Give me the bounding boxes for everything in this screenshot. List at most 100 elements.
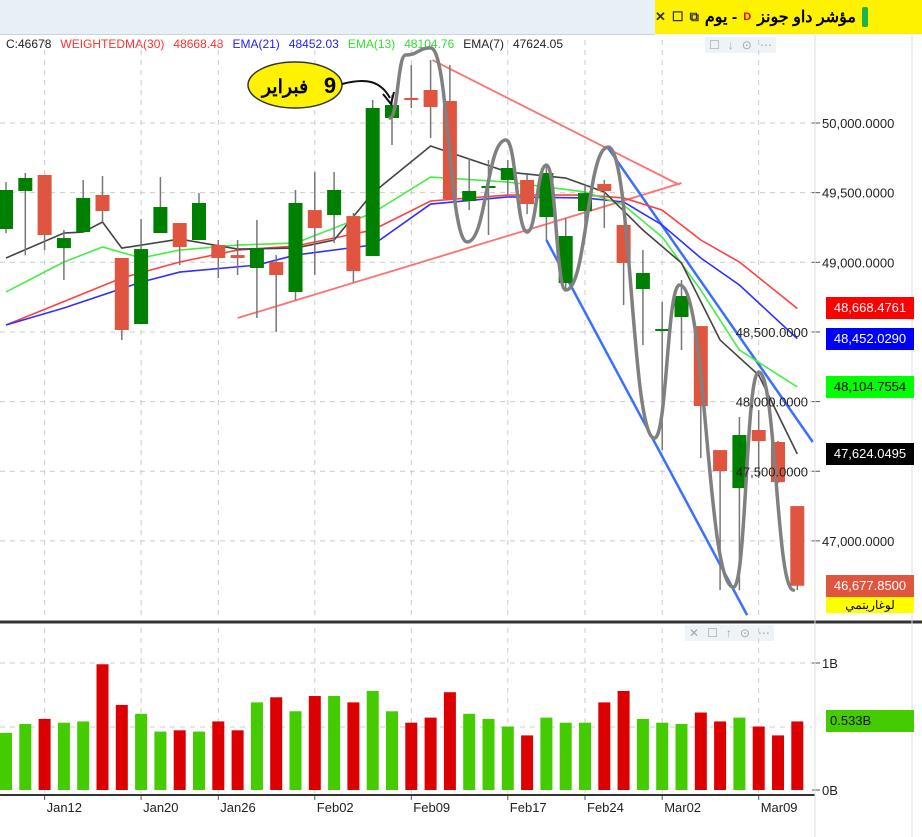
annotation-arrow bbox=[341, 80, 391, 99]
volume-bar bbox=[405, 722, 418, 790]
candle-body bbox=[404, 97, 419, 101]
y-tick-label: 49,500.0000 bbox=[822, 186, 894, 201]
volume-bar bbox=[347, 702, 360, 790]
window-title-bar: مؤشر داو جونز D - يوم ⧉ ☐ ✕ bbox=[655, 0, 922, 34]
trendline bbox=[432, 59, 680, 186]
candle-body bbox=[616, 224, 631, 263]
volume-bar bbox=[193, 731, 205, 790]
candle-body bbox=[114, 257, 129, 330]
y-tick-label: 48,000.0000 bbox=[736, 395, 808, 410]
volume-bar bbox=[443, 692, 456, 790]
vol-tick-label: 1B bbox=[822, 656, 838, 671]
volume-panel-tools: ✕ ☐ ↑ ⊙ ⋯ bbox=[685, 625, 774, 641]
candle-body bbox=[462, 190, 477, 202]
close-panel-icon[interactable]: ✕ bbox=[689, 626, 700, 640]
vol-tick-label: 0B bbox=[822, 783, 838, 798]
price-tag: 48,104.7554 bbox=[826, 376, 914, 398]
maximize-panel-icon[interactable]: ☐ bbox=[709, 38, 720, 52]
volume-bar bbox=[714, 721, 727, 790]
log-scale-toggle[interactable]: لوغاريتمي bbox=[826, 597, 914, 613]
trendline bbox=[237, 182, 682, 319]
volume-bar bbox=[636, 718, 649, 790]
volume-bar bbox=[135, 713, 148, 790]
x-tick-label: Mar02 bbox=[664, 800, 701, 815]
candle-body bbox=[558, 235, 573, 284]
volume-bar bbox=[521, 735, 534, 790]
candle-body bbox=[172, 223, 187, 247]
restore-icon[interactable]: ⧉ bbox=[689, 9, 699, 24]
maximize-panel-icon[interactable]: ☐ bbox=[707, 626, 718, 640]
volume-bar bbox=[77, 721, 90, 790]
volume-bar bbox=[173, 730, 186, 790]
candle-body bbox=[269, 262, 284, 275]
legend-ema13-value: 48104.76 bbox=[404, 37, 455, 51]
close-value: C:46678 bbox=[6, 37, 52, 51]
volume-bar bbox=[96, 664, 109, 790]
ma-line-ema13 bbox=[5, 176, 798, 388]
ma-line-weightedma30 bbox=[5, 194, 798, 326]
legend-ema13-label[interactable]: EMA(13) bbox=[347, 37, 396, 51]
volume-bar bbox=[115, 704, 128, 790]
indicator-legend: C:46678 WEIGHTEDMA(30) 48668.48 EMA(21) … bbox=[6, 37, 563, 51]
volume-bar bbox=[752, 726, 765, 790]
candle-body bbox=[423, 89, 438, 107]
y-tick-label: 47,000.0000 bbox=[822, 534, 894, 549]
volume-bar bbox=[38, 718, 51, 790]
candle-body bbox=[385, 105, 399, 118]
maximize-icon[interactable]: ☐ bbox=[671, 9, 684, 24]
legend-ema7-value: 47624.05 bbox=[512, 37, 563, 51]
price-panel-tools: ☐ ↓ ⊙ ⋯ bbox=[705, 37, 776, 53]
price-tag: 48,452.0290 bbox=[826, 327, 914, 350]
price-tag: 47,624.0495 bbox=[826, 442, 914, 465]
candle-body bbox=[520, 179, 535, 205]
candle-body bbox=[288, 202, 303, 292]
more-icon[interactable]: ⋯ bbox=[757, 626, 770, 640]
settings-icon[interactable]: ⊙ bbox=[739, 626, 750, 640]
volume-bar bbox=[772, 735, 784, 790]
move-down-icon[interactable]: ↓ bbox=[727, 38, 734, 52]
candle-body bbox=[37, 174, 52, 235]
volume-bar bbox=[501, 726, 514, 790]
ma-line-ema21 bbox=[5, 196, 798, 340]
volume-bar bbox=[733, 717, 746, 790]
volume-bar bbox=[154, 731, 167, 790]
volume-bar bbox=[366, 690, 379, 790]
volume-bar bbox=[694, 712, 707, 790]
legend-wma30-label[interactable]: WEIGHTEDMA(30) bbox=[60, 37, 165, 51]
legend-ema21-value: 48452.03 bbox=[288, 37, 339, 51]
close-icon[interactable]: ✕ bbox=[655, 9, 666, 24]
period-label[interactable]: - يوم bbox=[704, 9, 738, 26]
volume-bar bbox=[791, 721, 804, 790]
volume-bar bbox=[675, 723, 688, 790]
more-icon[interactable]: ⋯ bbox=[759, 38, 772, 52]
price-tag: 48,668.4761 bbox=[826, 297, 914, 320]
candle-body bbox=[18, 178, 33, 191]
settings-icon[interactable]: ⊙ bbox=[741, 38, 752, 52]
candle-body bbox=[578, 193, 592, 212]
legend-ema7-label[interactable]: EMA(7) bbox=[463, 37, 504, 51]
candle-body bbox=[751, 430, 766, 442]
candle-body bbox=[134, 249, 149, 325]
candle-body bbox=[211, 245, 226, 258]
move-up-icon[interactable]: ↑ bbox=[725, 626, 732, 640]
candle-body bbox=[365, 107, 380, 257]
volume-bar bbox=[19, 723, 32, 790]
volume-bar bbox=[617, 690, 630, 790]
volume-bar bbox=[289, 711, 302, 790]
candle-body bbox=[693, 326, 708, 407]
drawn-wave-annotation bbox=[388, 46, 796, 592]
candle-body bbox=[95, 195, 110, 212]
trendline bbox=[545, 239, 749, 616]
volume-bar bbox=[270, 697, 283, 790]
y-tick-label: 47,500.0000 bbox=[736, 464, 808, 479]
window-title: مؤشر داو جونز bbox=[757, 9, 856, 26]
volume-bar bbox=[0, 732, 12, 790]
candle-body bbox=[307, 210, 322, 229]
volume-bar bbox=[579, 722, 591, 790]
candle-body bbox=[539, 173, 554, 218]
volume-bar bbox=[308, 696, 321, 790]
legend-ema21-label[interactable]: EMA(21) bbox=[232, 37, 280, 51]
x-tick-label: Jan20 bbox=[143, 800, 178, 815]
volume-bar bbox=[231, 730, 244, 790]
